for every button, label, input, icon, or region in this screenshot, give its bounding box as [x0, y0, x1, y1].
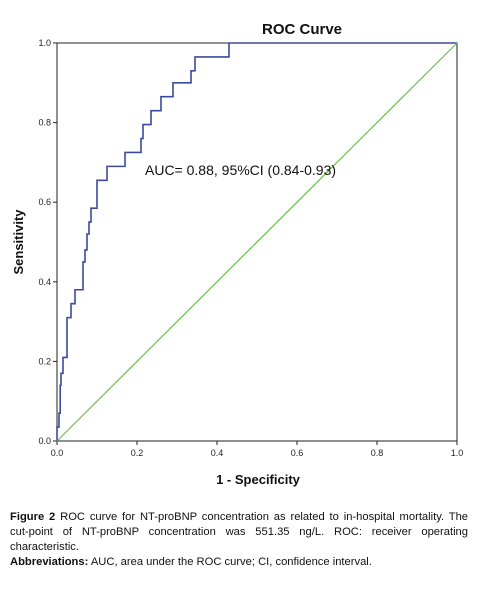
x-tick-label-4: 0.8: [371, 448, 384, 458]
y-tick-label-0: 0.0: [38, 436, 51, 446]
chart-title: ROC Curve: [262, 21, 342, 38]
x-tick-label-0: 0.0: [51, 448, 64, 458]
auc-annotation: AUC= 0.88, 95%CI (0.84-0.93): [145, 162, 336, 178]
figure-text: ROC curve for NT-proBNP concentration as…: [10, 511, 469, 553]
roc-chart: ROC Curve 0.0 0.2 0.4 0.6 0.8 1.0 0.0 0.2 0.4 0.6…: [11, 21, 463, 487]
y-axis-title: Sensitivity: [11, 209, 26, 275]
caption-abbreviations: Abbreviations: AUC, area under the ROC c…: [10, 555, 468, 570]
series-layer: [56, 42, 458, 442]
y-tick-label-4: 0.8: [38, 118, 51, 128]
x-tick-label-3: 0.6: [291, 448, 304, 458]
y-tick-label-2: 0.4: [38, 277, 51, 287]
y-tick-label-3: 0.6: [38, 197, 51, 207]
x-axis-title: 1 - Specificity: [216, 472, 301, 487]
caption-main: Figure 2 ROC curve for NT-proBNP concent…: [10, 510, 468, 555]
roc-curve: [56, 42, 457, 441]
x-tick-label-1: 0.2: [131, 448, 144, 458]
reference-line: [56, 42, 458, 442]
x-tick-label-2: 0.4: [211, 448, 224, 458]
y-tick-label-1: 0.2: [38, 356, 51, 366]
figure-label: Figure 2: [10, 511, 56, 523]
y-tick-label-5: 1.0: [38, 38, 51, 48]
abbreviations-text: AUC, area under the ROC curve; CI, confi…: [90, 556, 372, 568]
figure-caption: Figure 2 ROC curve for NT-proBNP concent…: [10, 510, 468, 570]
x-tick-label-5: 1.0: [451, 448, 464, 458]
axes: 0.0 0.2 0.4 0.6 0.8 1.0 0.0 0.2 0.4 0.6 0.8 1.0: [38, 38, 463, 458]
abbreviations-label: Abbreviations:: [10, 556, 89, 568]
